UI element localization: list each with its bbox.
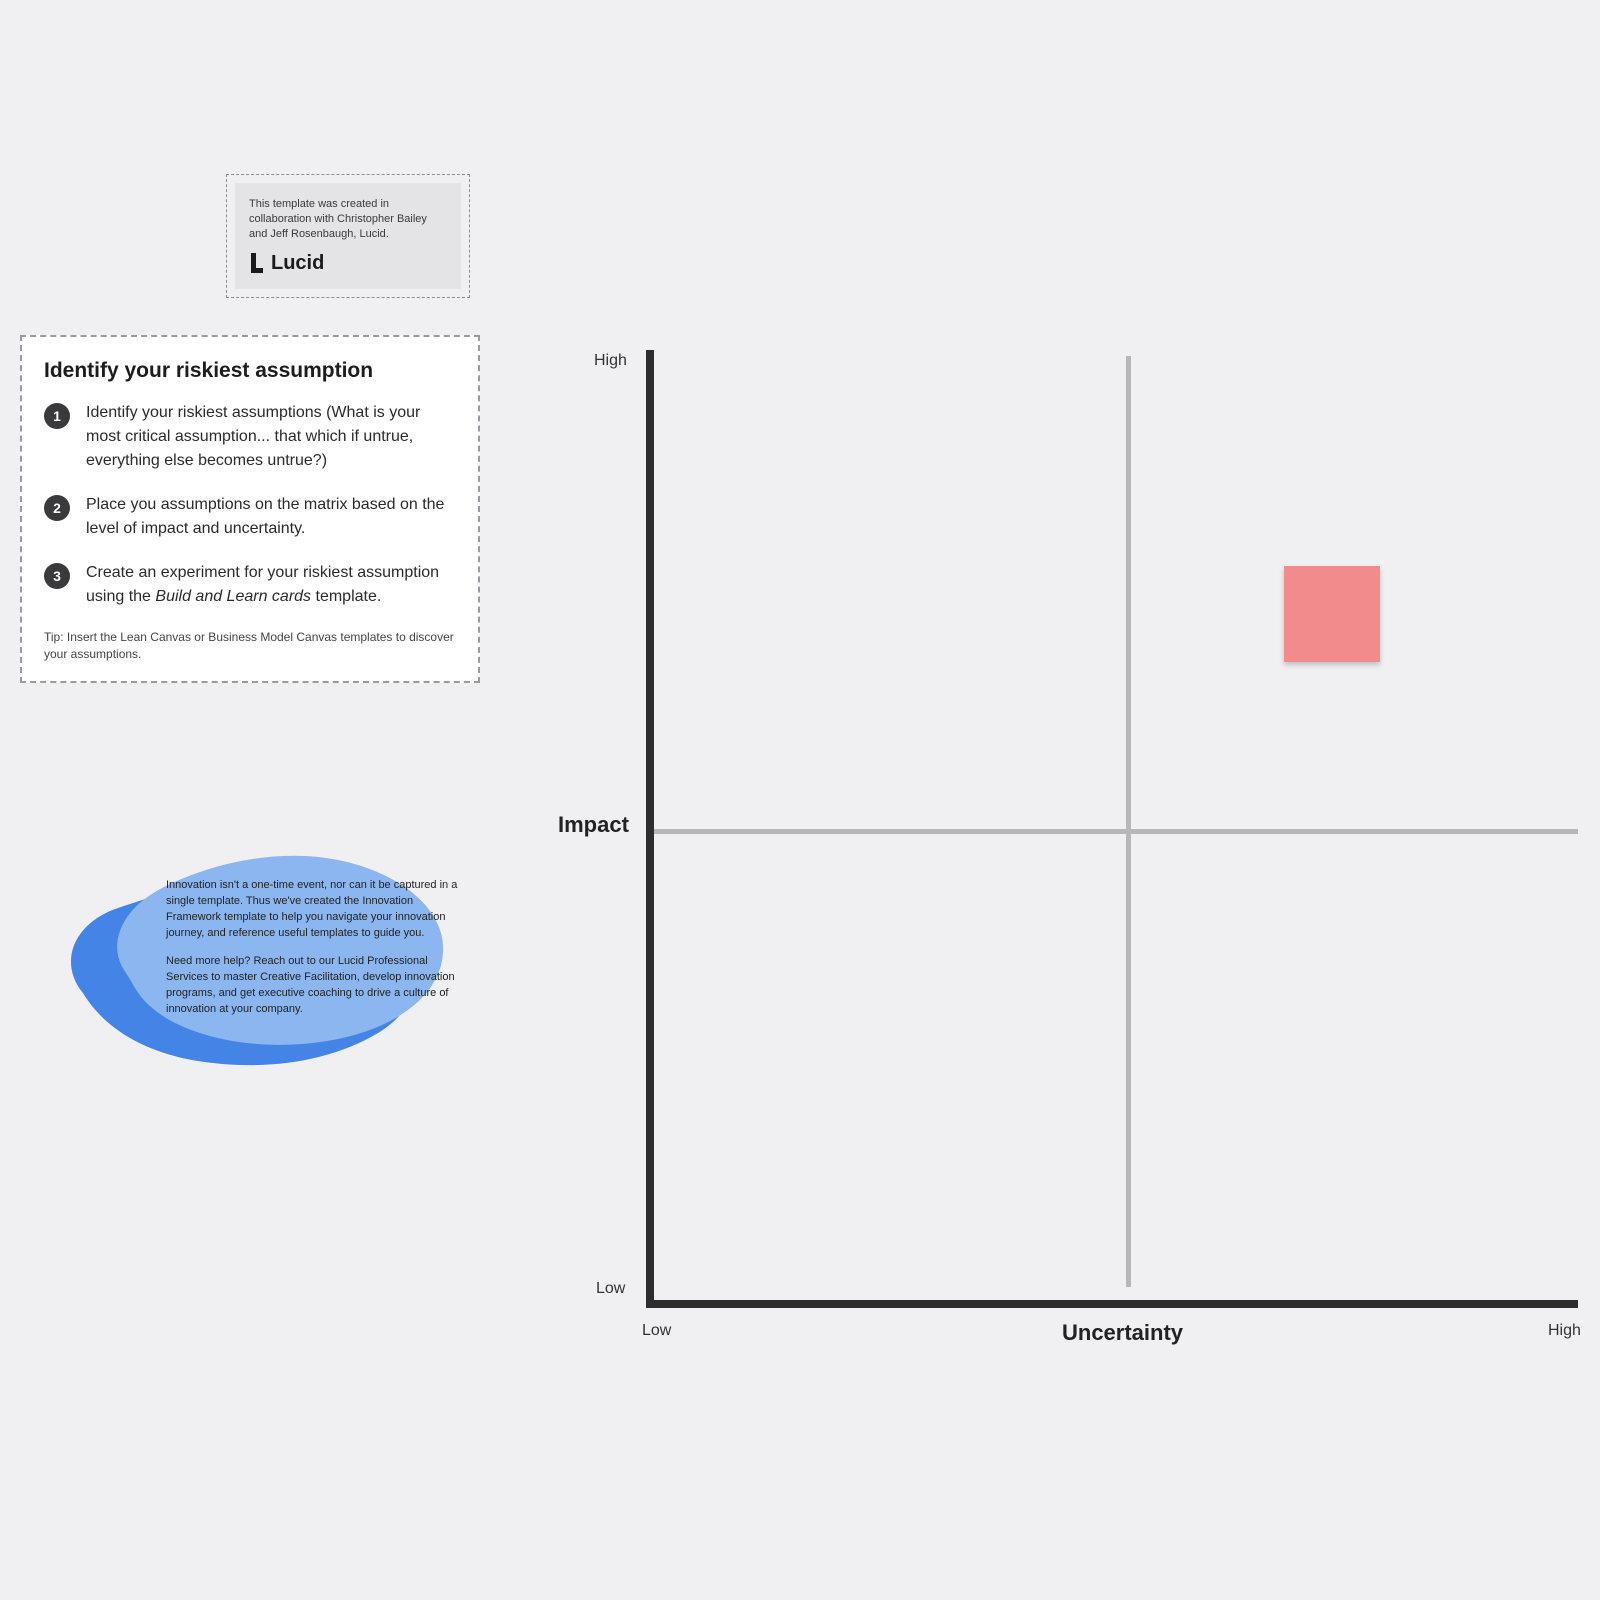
sticky-note[interactable]: [1284, 566, 1380, 662]
step-text: Identify your riskiest assumptions (What…: [86, 401, 456, 473]
instructions-title: Identify your riskiest assumption: [44, 359, 456, 383]
instructions-tip: Tip: Insert the Lean Canvas or Business …: [44, 629, 456, 663]
y-axis-label: Impact: [558, 812, 629, 838]
step-text-em: Build and Learn cards: [155, 588, 311, 605]
info-blob-para: Innovation isn't a one-time event, nor c…: [166, 878, 466, 942]
instruction-step: 3 Create an experiment for your riskiest…: [44, 561, 456, 609]
info-blob: Innovation isn't a one-time event, nor c…: [48, 838, 478, 1078]
horizontal-midline: [654, 829, 1578, 834]
instruction-step: 2 Place you assumptions on the matrix ba…: [44, 493, 456, 541]
y-axis-low-label: Low: [596, 1280, 625, 1298]
x-axis-line: [646, 1300, 1578, 1308]
lucid-logo: Lucid: [249, 252, 447, 275]
x-axis-high-label: High: [1548, 1322, 1581, 1340]
y-axis-line: [646, 350, 654, 1308]
attribution-text: This template was created in collaborati…: [249, 197, 447, 242]
attribution-card: This template was created in collaborati…: [226, 174, 470, 298]
instruction-step: 1 Identify your riskiest assumptions (Wh…: [44, 401, 456, 473]
vertical-midline: [1126, 356, 1131, 1287]
info-blob-para: Need more help? Reach out to our Lucid P…: [166, 954, 466, 1018]
step-text: Place you assumptions on the matrix base…: [86, 493, 456, 541]
step-number-badge: 1: [44, 403, 70, 429]
step-text-post: template.: [311, 588, 381, 605]
step-number-badge: 2: [44, 495, 70, 521]
lucid-logo-text: Lucid: [271, 252, 324, 275]
x-axis-low-label: Low: [642, 1322, 671, 1340]
info-blob-text: Innovation isn't a one-time event, nor c…: [166, 878, 466, 1030]
matrix-plot-area[interactable]: [646, 350, 1578, 1308]
x-axis-label: Uncertainty: [1062, 1320, 1183, 1346]
step-text: Create an experiment for your riskiest a…: [86, 561, 456, 609]
risk-matrix[interactable]: High Low Impact Low High Uncertainty: [560, 340, 1585, 1350]
y-axis-high-label: High: [594, 352, 627, 370]
lucid-logo-icon: [249, 253, 265, 273]
step-number-badge: 3: [44, 563, 70, 589]
attribution-inner: This template was created in collaborati…: [235, 183, 461, 289]
instructions-card: Identify your riskiest assumption 1 Iden…: [20, 335, 480, 683]
